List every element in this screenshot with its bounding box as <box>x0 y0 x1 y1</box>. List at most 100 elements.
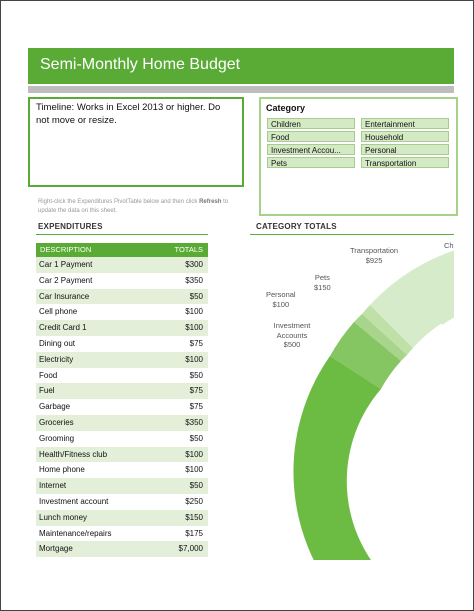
expenditures-rule <box>36 234 208 235</box>
label-personal-value: $100 <box>272 299 290 309</box>
table-row[interactable]: Dining out $75 <box>36 336 208 352</box>
table-row[interactable]: Garbage $75 <box>36 399 208 415</box>
expenditures-title: EXPENDITURES <box>38 222 103 231</box>
table-row[interactable]: Electricity $100 <box>36 351 208 368</box>
row-total: $300 <box>185 260 203 269</box>
chart-label-children: Ch <box>444 241 454 251</box>
slicer-item-food[interactable]: Food <box>267 131 355 142</box>
row-description: Groceries <box>39 417 74 427</box>
table-row[interactable]: Lunch money $150 <box>36 509 208 526</box>
chart-label-personal: Personal $100 <box>266 290 296 309</box>
slicer-item-household[interactable]: Household <box>361 131 449 142</box>
row-total: $350 <box>185 417 203 427</box>
timeline-text: Timeline: Works in Excel 2013 or higher.… <box>36 102 221 126</box>
row-description: Car Insurance <box>39 291 90 301</box>
row-description: Food <box>39 370 58 380</box>
label-pets-name: Pets <box>314 273 330 282</box>
donut-arc-investment <box>330 322 401 389</box>
row-total: $50 <box>189 291 203 301</box>
slicer-item-entertainment[interactable]: Entertainment <box>361 118 449 129</box>
label-transportation-name: Transportation <box>350 246 399 255</box>
row-total: $75 <box>189 386 203 396</box>
row-total: $100 <box>185 354 203 364</box>
slicer-item-personal[interactable]: Personal <box>361 144 449 155</box>
row-total: $100 <box>185 449 203 459</box>
row-total: $350 <box>185 275 203 285</box>
row-description: Home phone <box>39 465 85 475</box>
row-total: $100 <box>185 465 203 475</box>
row-description: Cell phone <box>39 307 78 317</box>
table-row[interactable]: Mortgage $7,000 <box>36 541 208 558</box>
label-transportation-value: $925 <box>365 255 383 265</box>
note-text-bold: Refresh <box>199 199 222 205</box>
table-row[interactable]: Investment account $250 <box>36 494 208 510</box>
row-description: Investment account <box>39 496 109 506</box>
table-row[interactable]: Credit Card 1 $100 <box>36 320 208 336</box>
row-description: Grooming <box>39 433 75 443</box>
label-personal-name: Personal <box>266 290 296 299</box>
row-description: Health/Fitness club <box>39 449 108 459</box>
row-total: $50 <box>189 370 203 380</box>
table-row[interactable]: Groceries $350 <box>36 414 208 431</box>
slicer-item-investment[interactable]: Investment Accou... <box>267 144 355 155</box>
row-description: Credit Card 1 <box>39 323 87 333</box>
table-row[interactable]: Maintenance/repairs $175 <box>36 526 208 542</box>
table-row[interactable]: Fuel $75 <box>36 383 208 400</box>
row-description: Internet <box>39 481 67 491</box>
row-description: Garbage <box>39 402 71 412</box>
table-row[interactable]: Car 2 Payment $350 <box>36 273 208 289</box>
table-row[interactable]: Health/Fitness club $100 <box>36 446 208 463</box>
label-investment-name: Investment Accounts <box>273 321 311 340</box>
row-total: $100 <box>185 323 203 333</box>
row-description: Car 1 Payment <box>39 260 93 269</box>
row-total: $75 <box>189 402 203 412</box>
label-investment-value: $500 <box>283 340 301 349</box>
row-description: Lunch money <box>39 512 88 522</box>
slicer-item-pets[interactable]: Pets <box>267 157 355 168</box>
table-header: DESCRIPTION TOTALS <box>36 243 208 257</box>
table-row[interactable]: Car Insurance $50 <box>36 288 208 305</box>
category-chart[interactable]: Transportation $925 Ch Pets $150 Personal $… <box>250 240 454 560</box>
category-totals-rule <box>250 234 454 235</box>
table-row[interactable]: Food $50 <box>36 368 208 384</box>
note-text-post: to update the data on this sheet. <box>38 199 229 214</box>
label-children-name: Ch <box>444 241 454 250</box>
page-title: Semi-Monthly Home Budget <box>40 56 241 73</box>
timeline-placeholder[interactable]: Timeline: Works in Excel 2013 or higher.… <box>28 97 244 187</box>
header-description: DESCRIPTION <box>40 245 92 254</box>
slicer-item-children[interactable]: Children <box>267 118 355 129</box>
title-underbar <box>28 86 454 93</box>
row-description: Dining out <box>39 338 76 348</box>
donut-arc-large <box>293 356 381 560</box>
row-total: $175 <box>185 528 203 538</box>
slicer-header: Category <box>266 103 306 113</box>
note-text-pre: Right-click the Expenditures PivotTable … <box>38 199 200 205</box>
expenditures-table[interactable]: DESCRIPTION TOTALS Car 1 Payment $300 Car … <box>36 243 208 558</box>
donut-arc-transportation <box>370 250 454 348</box>
label-pets-value: $150 <box>314 282 331 292</box>
table-row[interactable]: Car 1 Payment $300 <box>36 257 208 273</box>
row-description: Mortgage <box>39 544 73 554</box>
row-description: Car 2 Payment <box>39 275 93 285</box>
donut-arc-personal <box>354 314 407 361</box>
category-slicer[interactable]: Category Children Entertainment Food Hou… <box>259 97 458 216</box>
donut-arc-pets <box>362 305 413 355</box>
row-total: $100 <box>185 307 203 317</box>
table-row[interactable]: Internet $50 <box>36 478 208 494</box>
table-row[interactable]: Cell phone $100 <box>36 304 208 320</box>
title-banner: Semi-Monthly Home Budget <box>28 48 454 84</box>
slicer-item-transportation[interactable]: Transportation <box>361 157 449 168</box>
row-total: $7,000 <box>178 544 203 554</box>
row-total: $150 <box>185 512 203 522</box>
category-totals-title: CATEGORY TOTALS <box>256 222 337 231</box>
row-total: $50 <box>189 433 203 443</box>
table-row[interactable]: Home phone $100 <box>36 462 208 478</box>
refresh-note: Right-click the Expenditures PivotTable … <box>38 198 238 216</box>
row-total: $250 <box>185 496 203 506</box>
row-description: Maintenance/repairs <box>39 528 112 538</box>
row-description: Electricity <box>39 354 74 364</box>
row-description: Fuel <box>39 386 55 396</box>
table-row[interactable]: Grooming $50 <box>36 431 208 447</box>
row-total: $50 <box>189 481 203 491</box>
header-totals: TOTALS <box>174 245 203 254</box>
